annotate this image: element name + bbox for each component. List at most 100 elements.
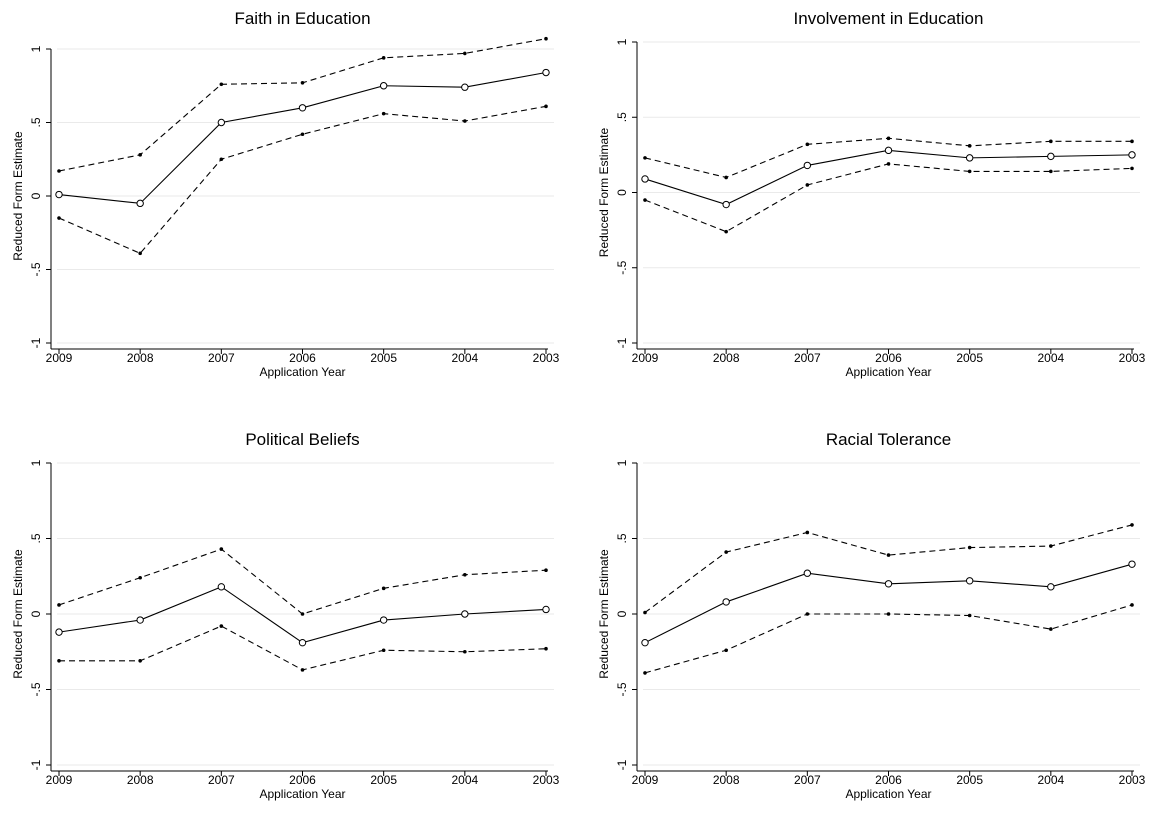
y-tick-label: -1 xyxy=(615,759,629,770)
x-tick-label: 2007 xyxy=(794,351,821,365)
y-tick-label: 1 xyxy=(615,459,629,466)
estimate-point xyxy=(965,154,974,162)
lower-point xyxy=(57,659,61,663)
upper-point xyxy=(724,550,728,554)
y-tick-label: -.5 xyxy=(615,682,629,696)
y-tick-label: .5 xyxy=(29,117,43,127)
lower-line xyxy=(59,625,547,671)
estimate-point xyxy=(1047,152,1055,161)
y-tick-label: 0 xyxy=(615,189,629,196)
x-tick-label: 2005 xyxy=(370,773,397,787)
y-tick-label: -1 xyxy=(29,337,43,348)
lower-line xyxy=(58,105,547,254)
x-tick-label: 2009 xyxy=(46,773,73,787)
lower-point xyxy=(967,169,972,174)
chart-title: Faith in Education xyxy=(234,9,370,28)
upper-point xyxy=(381,586,386,591)
estimate-line xyxy=(58,71,547,204)
lower-point xyxy=(1049,627,1053,631)
upper-point xyxy=(805,530,810,535)
upper-point xyxy=(643,156,647,160)
estimate-point xyxy=(379,82,388,90)
y-tick-label: 0 xyxy=(29,192,43,199)
upper-point xyxy=(1130,523,1134,527)
y-tick-label: .5 xyxy=(615,112,629,122)
lower-point xyxy=(219,157,224,162)
y-axis-title: Reduced Form Estimate xyxy=(597,127,611,257)
estimate-point xyxy=(136,199,144,208)
estimate-point xyxy=(641,175,649,183)
y-tick-label: .5 xyxy=(29,533,43,543)
estimate-point xyxy=(965,577,974,585)
lower-point xyxy=(643,671,647,675)
upper-point xyxy=(300,81,305,85)
x-tick-label: 2004 xyxy=(451,351,478,365)
x-tick-label: 2007 xyxy=(794,773,821,787)
x-tick-label: 2008 xyxy=(713,351,740,365)
y-axis-title: Reduced Form Estimate xyxy=(597,549,611,679)
lower-point xyxy=(138,251,142,256)
estimate-point xyxy=(803,569,812,577)
upper-point xyxy=(544,568,548,573)
estimate-point xyxy=(461,83,469,91)
upper-point xyxy=(886,553,891,557)
estimate-point xyxy=(542,68,550,77)
y-axis-title: Reduced Form Estimate xyxy=(11,131,25,261)
x-tick-label: 2007 xyxy=(208,351,235,365)
lower-point xyxy=(57,216,61,220)
upper-point xyxy=(381,56,386,60)
upper-point xyxy=(886,136,891,141)
panel-1: -1 -.5 0 .5 1 2009 2008 2007 2006 2005 2004 2003 Fai… xyxy=(11,9,560,379)
y-tick-label: -.5 xyxy=(615,260,629,274)
estimate-point xyxy=(217,118,226,127)
estimate-point xyxy=(803,161,812,170)
estimate-point xyxy=(542,605,550,614)
chart-title: Involvement in Education xyxy=(794,9,984,28)
lower-point xyxy=(724,229,728,234)
estimate-point xyxy=(722,200,730,209)
estimate-point xyxy=(298,104,307,112)
x-tick-label: 2004 xyxy=(451,773,478,787)
upper-point xyxy=(724,175,728,180)
x-tick-label: 2006 xyxy=(875,773,902,787)
estimate-point xyxy=(136,616,144,624)
y-tick-label: -1 xyxy=(615,337,629,348)
lower-point xyxy=(643,198,647,202)
upper-point xyxy=(219,547,224,551)
upper-line xyxy=(58,548,547,615)
x-tick-label: 2005 xyxy=(956,351,983,365)
x-axis-title: Application Year xyxy=(845,365,931,379)
y-tick-label: 1 xyxy=(29,45,43,52)
estimate-line xyxy=(644,563,1133,644)
estimate-point xyxy=(379,616,388,624)
x-tick-label: 2009 xyxy=(632,351,659,365)
x-tick-label: 2003 xyxy=(1119,351,1146,365)
x-axis-title: Application Year xyxy=(259,365,345,379)
y-axis-title: Reduced Form Estimate xyxy=(11,549,25,679)
y-tick-label: 1 xyxy=(615,38,629,45)
y-tick-label: 1 xyxy=(29,459,43,466)
estimate-line xyxy=(644,149,1133,206)
upper-point xyxy=(1130,139,1134,144)
lower-point xyxy=(805,183,810,187)
upper-point xyxy=(805,142,810,147)
x-tick-label: 2004 xyxy=(1037,351,1064,365)
x-tick-label: 2004 xyxy=(1037,773,1064,787)
lower-point xyxy=(1130,603,1134,607)
estimate-point xyxy=(461,610,469,618)
lower-point xyxy=(886,162,891,166)
lower-point xyxy=(544,646,548,651)
lower-point xyxy=(886,612,891,616)
estimate-point xyxy=(55,190,63,199)
panel-3: -1 -.5 0 .5 1 2009 2008 2007 2006 2005 2004 2003 Pol… xyxy=(11,430,560,801)
estimate-point xyxy=(1128,560,1136,568)
upper-point xyxy=(463,572,467,577)
chart-title: Racial Tolerance xyxy=(826,430,951,449)
x-tick-label: 2006 xyxy=(289,351,316,365)
lower-point xyxy=(544,104,548,109)
upper-point xyxy=(57,603,61,607)
estimate-point xyxy=(884,146,893,155)
upper-point xyxy=(544,36,548,41)
x-tick-label: 2006 xyxy=(875,351,902,365)
lower-point xyxy=(967,613,972,618)
